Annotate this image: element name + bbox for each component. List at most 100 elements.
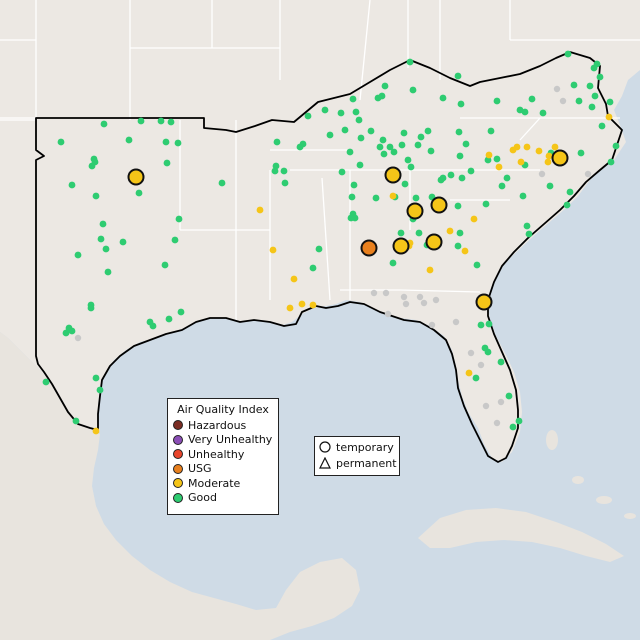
good-site-marker[interactable] (175, 215, 183, 223)
unknown-site-marker[interactable] (384, 310, 392, 318)
good-site-marker[interactable] (596, 73, 604, 81)
good-site-marker[interactable] (348, 193, 356, 201)
unknown-site-marker[interactable] (416, 293, 424, 301)
good-site-marker[interactable] (407, 163, 415, 171)
unknown-site-marker[interactable] (74, 334, 82, 342)
moderate-site-marker[interactable] (298, 300, 306, 308)
moderate-site-marker[interactable] (470, 215, 478, 223)
good-site-marker[interactable] (374, 94, 382, 102)
good-site-marker[interactable] (484, 348, 492, 356)
good-site-marker[interactable] (72, 417, 80, 425)
unknown-site-marker[interactable] (370, 289, 378, 297)
good-site-marker[interactable] (163, 159, 171, 167)
moderate-site-marker[interactable] (544, 158, 552, 166)
good-site-marker[interactable] (607, 158, 615, 166)
good-site-marker[interactable] (102, 245, 110, 253)
good-site-marker[interactable] (519, 192, 527, 200)
good-site-marker[interactable] (439, 94, 447, 102)
moderate-temporary-marker[interactable] (392, 237, 410, 255)
good-site-marker[interactable] (473, 261, 481, 269)
moderate-site-marker[interactable] (269, 246, 277, 254)
good-site-marker[interactable] (566, 188, 574, 196)
good-site-marker[interactable] (457, 100, 465, 108)
good-site-marker[interactable] (376, 143, 384, 151)
good-site-marker[interactable] (167, 118, 175, 126)
good-site-marker[interactable] (497, 358, 505, 366)
good-site-marker[interactable] (88, 162, 96, 170)
good-site-marker[interactable] (389, 259, 397, 267)
good-site-marker[interactable] (462, 140, 470, 148)
good-site-marker[interactable] (271, 167, 279, 175)
unknown-site-marker[interactable] (584, 170, 592, 178)
good-site-marker[interactable] (493, 97, 501, 105)
good-site-marker[interactable] (171, 236, 179, 244)
good-site-marker[interactable] (281, 179, 289, 187)
good-site-marker[interactable] (149, 322, 157, 330)
good-site-marker[interactable] (521, 108, 529, 116)
good-site-marker[interactable] (493, 155, 501, 163)
good-site-marker[interactable] (515, 417, 523, 425)
moderate-site-marker[interactable] (290, 275, 298, 283)
good-site-marker[interactable] (539, 109, 547, 117)
good-site-marker[interactable] (177, 308, 185, 316)
unknown-site-marker[interactable] (497, 398, 505, 406)
good-site-marker[interactable] (349, 95, 357, 103)
unknown-site-marker[interactable] (400, 293, 408, 301)
good-site-marker[interactable] (87, 304, 95, 312)
good-site-marker[interactable] (523, 222, 531, 230)
good-site-marker[interactable] (326, 131, 334, 139)
good-site-marker[interactable] (598, 122, 606, 130)
moderate-site-marker[interactable] (517, 158, 525, 166)
good-site-marker[interactable] (304, 112, 312, 120)
unknown-site-marker[interactable] (482, 402, 490, 410)
good-site-marker[interactable] (412, 194, 420, 202)
moderate-site-marker[interactable] (551, 143, 559, 151)
good-site-marker[interactable] (165, 315, 173, 323)
good-site-marker[interactable] (455, 128, 463, 136)
moderate-site-marker[interactable] (485, 151, 493, 159)
good-site-marker[interactable] (381, 82, 389, 90)
unknown-site-marker[interactable] (493, 419, 501, 427)
moderate-site-marker[interactable] (523, 143, 531, 151)
unknown-site-marker[interactable] (428, 321, 436, 329)
good-site-marker[interactable] (42, 378, 50, 386)
good-site-marker[interactable] (454, 202, 462, 210)
good-site-marker[interactable] (92, 374, 100, 382)
good-site-marker[interactable] (437, 176, 445, 184)
moderate-site-marker[interactable] (461, 247, 469, 255)
good-site-marker[interactable] (458, 174, 466, 182)
good-site-marker[interactable] (564, 50, 572, 58)
good-site-marker[interactable] (503, 174, 511, 182)
good-site-marker[interactable] (280, 167, 288, 175)
good-site-marker[interactable] (456, 229, 464, 237)
good-site-marker[interactable] (406, 58, 414, 66)
good-site-marker[interactable] (397, 229, 405, 237)
good-site-marker[interactable] (570, 81, 578, 89)
good-site-marker[interactable] (404, 156, 412, 164)
unknown-site-marker[interactable] (477, 361, 485, 369)
good-site-marker[interactable] (509, 423, 517, 431)
good-site-marker[interactable] (593, 60, 601, 68)
good-site-marker[interactable] (400, 129, 408, 137)
moderate-site-marker[interactable] (495, 163, 503, 171)
good-site-marker[interactable] (125, 136, 133, 144)
good-site-marker[interactable] (68, 327, 76, 335)
moderate-site-marker[interactable] (535, 147, 543, 155)
good-site-marker[interactable] (386, 143, 394, 151)
good-site-marker[interactable] (398, 141, 406, 149)
good-site-marker[interactable] (352, 108, 360, 116)
moderate-site-marker[interactable] (605, 113, 613, 121)
good-site-marker[interactable] (409, 86, 417, 94)
good-site-marker[interactable] (575, 97, 583, 105)
unknown-site-marker[interactable] (467, 349, 475, 357)
good-site-marker[interactable] (309, 264, 317, 272)
good-site-marker[interactable] (137, 117, 145, 125)
good-site-marker[interactable] (346, 148, 354, 156)
good-site-marker[interactable] (588, 103, 596, 111)
good-site-marker[interactable] (97, 235, 105, 243)
moderate-temporary-marker[interactable] (406, 202, 424, 220)
good-site-marker[interactable] (162, 138, 170, 146)
good-site-marker[interactable] (390, 148, 398, 156)
unknown-site-marker[interactable] (559, 97, 567, 105)
good-site-marker[interactable] (427, 147, 435, 155)
